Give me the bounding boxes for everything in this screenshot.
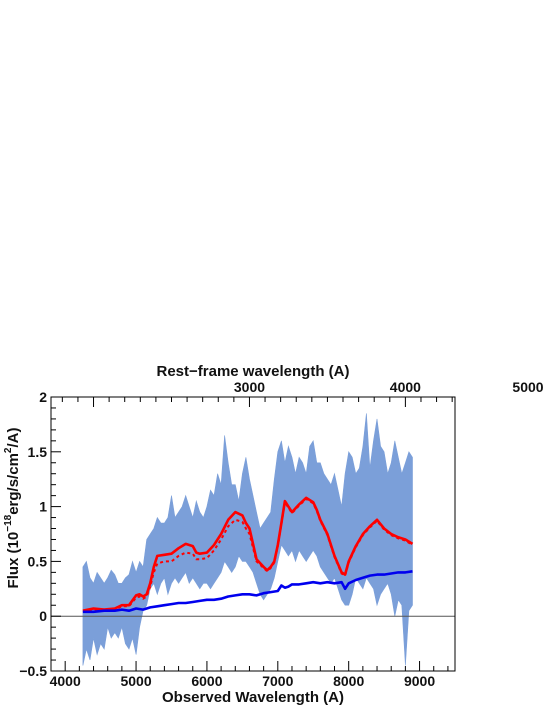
x-tick-label: 5000 <box>120 673 151 689</box>
top-tick-label: 4000 <box>390 379 421 395</box>
x-tick-label: 6000 <box>191 673 222 689</box>
x-tick-label: 9000 <box>404 673 435 689</box>
x-tick-label: 8000 <box>333 673 364 689</box>
y-axis-title-prefix: Flux (10 <box>5 532 22 589</box>
model-fit-dotted-line <box>82 497 414 613</box>
y-axis-title-units: erg/s/cm <box>5 453 22 515</box>
y-axis-title-exponent2: 2 <box>3 447 14 453</box>
top-tick-label: 3000 <box>234 379 265 395</box>
error-spectrum-line <box>82 570 413 614</box>
y-tick-label: 0 <box>39 608 47 624</box>
y-axis-title-exponent: −18 <box>3 514 14 531</box>
top-axis-title: Rest−frame wavelength (A) <box>157 363 350 380</box>
y-tick-label: 1.5 <box>28 444 48 460</box>
y-tick-label: 2 <box>39 389 47 405</box>
observed-spectrum-band <box>82 413 413 666</box>
y-axis-title-tail: /A) <box>5 428 22 448</box>
top-tick-label: 5000 <box>512 379 543 395</box>
x-axis-ticks: 4000 5000 6000 7000 8000 9000 <box>50 661 449 689</box>
model-fit-line <box>82 496 414 612</box>
x-tick-label: 4000 <box>50 673 81 689</box>
top-axis-ticks: 3000 4000 5000 <box>61 379 544 407</box>
plot-area <box>51 413 455 666</box>
x-tick-label: 7000 <box>262 673 293 689</box>
y-tick-label: 0.5 <box>28 553 48 569</box>
y-axis-title: Flux (10−18erg/s/cm2/A) <box>3 428 22 589</box>
y-tick-label: 1 <box>39 499 47 515</box>
plot-frame <box>50 396 456 672</box>
y-axis-ticks: −0.5 0 0.5 1 1.5 2 <box>19 389 61 679</box>
y-tick-label: −0.5 <box>19 663 47 679</box>
x-axis-title: Observed Wavelength (A) <box>162 689 344 705</box>
